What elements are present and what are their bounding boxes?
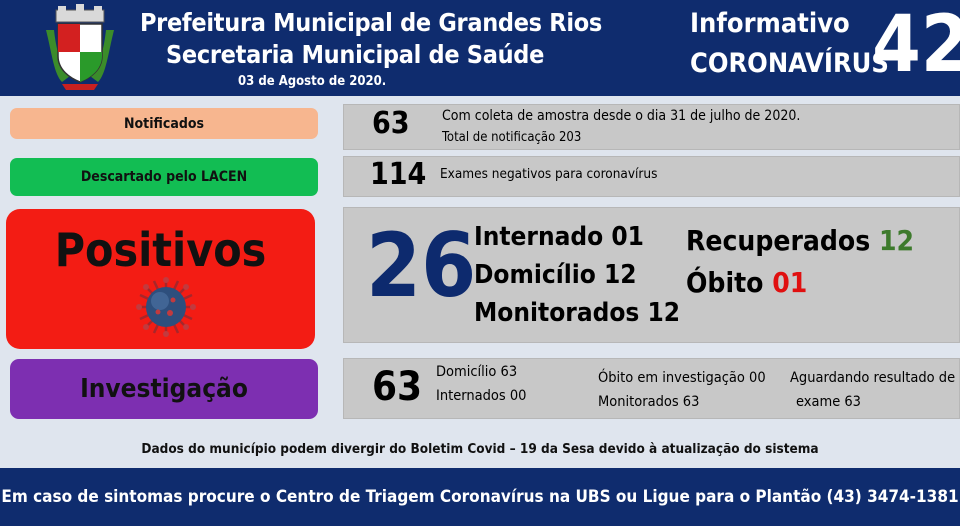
positivos-count: 26 <box>366 214 477 317</box>
header-banner: Prefeitura Municipal de Grandes Rios Sec… <box>0 0 960 96</box>
notificados-total: Total de notificação 203 <box>442 130 582 145</box>
notificados-pill: Notificados <box>10 108 318 139</box>
investigacao-count: 63 <box>372 364 423 410</box>
disclaimer-note: Dados do município podem divergir do Bol… <box>141 441 819 457</box>
descartado-description: Exames negativos para coronavírus <box>440 166 658 182</box>
descartado-box <box>343 156 960 197</box>
notificados-description: Com coleta de amostra desde o dia 31 de … <box>442 108 801 124</box>
monitorados-stat: Monitorados 12 <box>474 298 681 328</box>
descartado-count: 114 <box>370 157 427 192</box>
internado-stat: Internado 01 <box>474 222 644 252</box>
investigacao-internados: Internados 00 <box>436 388 527 404</box>
coronavirus-icon <box>136 277 196 337</box>
investigacao-pill: Investigação <box>10 359 318 419</box>
positivos-box <box>343 207 960 343</box>
obito-investigacao: Óbito em investigação 00 <box>598 370 766 386</box>
recuperados-label: Recuperados <box>686 224 880 257</box>
obito-stat: Óbito 01 <box>686 266 807 299</box>
investigacao-box <box>343 358 960 419</box>
edition-number: 42 <box>872 0 960 90</box>
recuperados-stat: Recuperados 12 <box>686 224 914 257</box>
bulletin-date: 03 de Agosto de 2020. <box>238 74 387 89</box>
investigacao-domicilio: Domicílio 63 <box>436 364 518 380</box>
descartado-pill: Descartado pelo LACEN <box>10 158 318 196</box>
domicilio-stat: Domicílio 12 <box>474 260 637 290</box>
obito-value: 01 <box>772 266 808 299</box>
obito-label: Óbito <box>686 266 773 299</box>
informativo-label: Informativo <box>690 8 850 39</box>
footer-contact: Em caso de sintomas procure o Centro de … <box>1 487 959 507</box>
notificados-box <box>343 104 960 150</box>
aguardando-exame: exame 63 <box>796 394 861 410</box>
aguardando-resultado: Aguardando resultado de <box>790 370 956 386</box>
positivos-label: Positivos <box>54 223 267 277</box>
investigacao-monitorados: Monitorados 63 <box>598 394 700 410</box>
positivos-panel: Positivos <box>6 209 315 349</box>
notificados-count: 63 <box>372 106 410 141</box>
municipal-crest-icon <box>46 4 114 90</box>
municipality-title: Prefeitura Municipal de Grandes Rios <box>140 8 602 37</box>
secretariat-title: Secretaria Municipal de Saúde <box>166 40 545 69</box>
coronavirus-label: CORONAVÍRUS <box>690 48 889 79</box>
footer-banner: Em caso de sintomas procure o Centro de … <box>0 468 960 526</box>
recuperados-value: 12 <box>879 224 915 257</box>
